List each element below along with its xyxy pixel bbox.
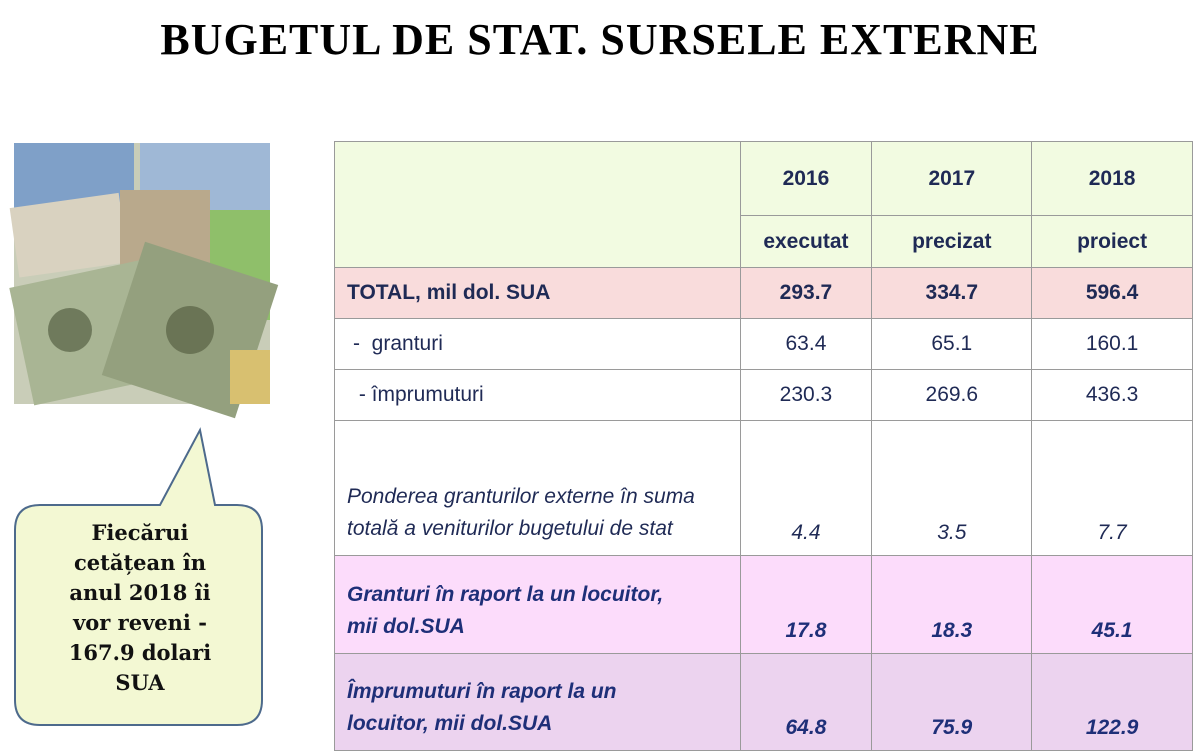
callout-line: SUA (115, 670, 165, 695)
cell-value: 18.3 (871, 555, 1033, 654)
status-header: proiect (1031, 215, 1193, 268)
callout: Fiecărui cetățean în anul 2018 îi vor reven… (22, 518, 258, 698)
callout-line: anul 2018 îi (69, 580, 211, 605)
corner-cell (334, 141, 741, 268)
cell-value: 596.4 (1031, 267, 1193, 319)
row-label: Ponderea granturilor externe în suma tot… (334, 420, 741, 556)
cell-value: 64.8 (739, 653, 873, 751)
status-header: executat (739, 215, 873, 268)
year-header: 2018 (1031, 141, 1193, 216)
table-row: - granturi 63.4 65.1 160.1 (334, 318, 1193, 370)
cell-value: 269.6 (871, 369, 1033, 421)
cell-value: 122.9 (1031, 653, 1193, 751)
table-row: Granturi în raport la un locuitor, mii d… (334, 555, 1193, 654)
cell-value: 436.3 (1031, 369, 1193, 421)
callout-line: Fiecărui (91, 520, 189, 545)
cell-value: 75.9 (871, 653, 1033, 751)
cell-value: 160.1 (1031, 318, 1193, 370)
illustration (9, 143, 279, 726)
cell-value: 3.5 (871, 420, 1033, 556)
row-label: - granturi (334, 318, 741, 370)
slide-title: BUGETUL DE STAT. SURSELE EXTERNE (160, 15, 1040, 64)
money-image (9, 143, 279, 419)
callout-line: vor reveni - (73, 610, 207, 635)
cell-value: 293.7 (739, 267, 873, 319)
row-label: Împrumuturi în raport la un locuitor, mi… (334, 653, 741, 751)
cell-value: 63.4 (739, 318, 873, 370)
cell-value: 65.1 (871, 318, 1033, 370)
header-row: 2016 2017 2018 (334, 141, 1193, 268)
year-header: 2017 (871, 141, 1033, 216)
year-header: 2016 (739, 141, 873, 216)
page: {"header": {"title": "BUGETUL DE STAT. S… (9, 15, 1193, 751)
callout-line: 167.9 dolari (68, 640, 212, 665)
row-label: Granturi în raport la un locuitor, mii d… (334, 555, 741, 654)
table-row: Împrumuturi în raport la un locuitor, mi… (334, 653, 1193, 751)
cell-value: 7.7 (1031, 420, 1193, 556)
table-row: TOTAL, mil dol. SUA 293.7 334.7 596.4 (334, 267, 1193, 319)
row-label: TOTAL, mil dol. SUA (334, 267, 741, 319)
header-row: executat precizat proiect (335, 215, 1193, 268)
table-row: Ponderea granturilor externe în suma tot… (334, 420, 1193, 556)
cell-value: 45.1 (1031, 555, 1193, 654)
table-row: - împrumuturi 230.3 269.6 436.3 (334, 369, 1193, 421)
row-label: - împrumuturi (334, 369, 741, 421)
status-header: precizat (871, 215, 1033, 268)
cell-value: 334.7 (871, 267, 1033, 319)
cell-value: 4.4 (739, 420, 873, 556)
cell-value: 17.8 (739, 555, 873, 654)
callout-line: cetățean în (74, 550, 206, 575)
callout-bubble (14, 427, 263, 726)
data-table: 2016 2017 2018 executat precizat proiect TOTAL… (334, 141, 1193, 751)
cell-value: 230.3 (739, 369, 873, 421)
